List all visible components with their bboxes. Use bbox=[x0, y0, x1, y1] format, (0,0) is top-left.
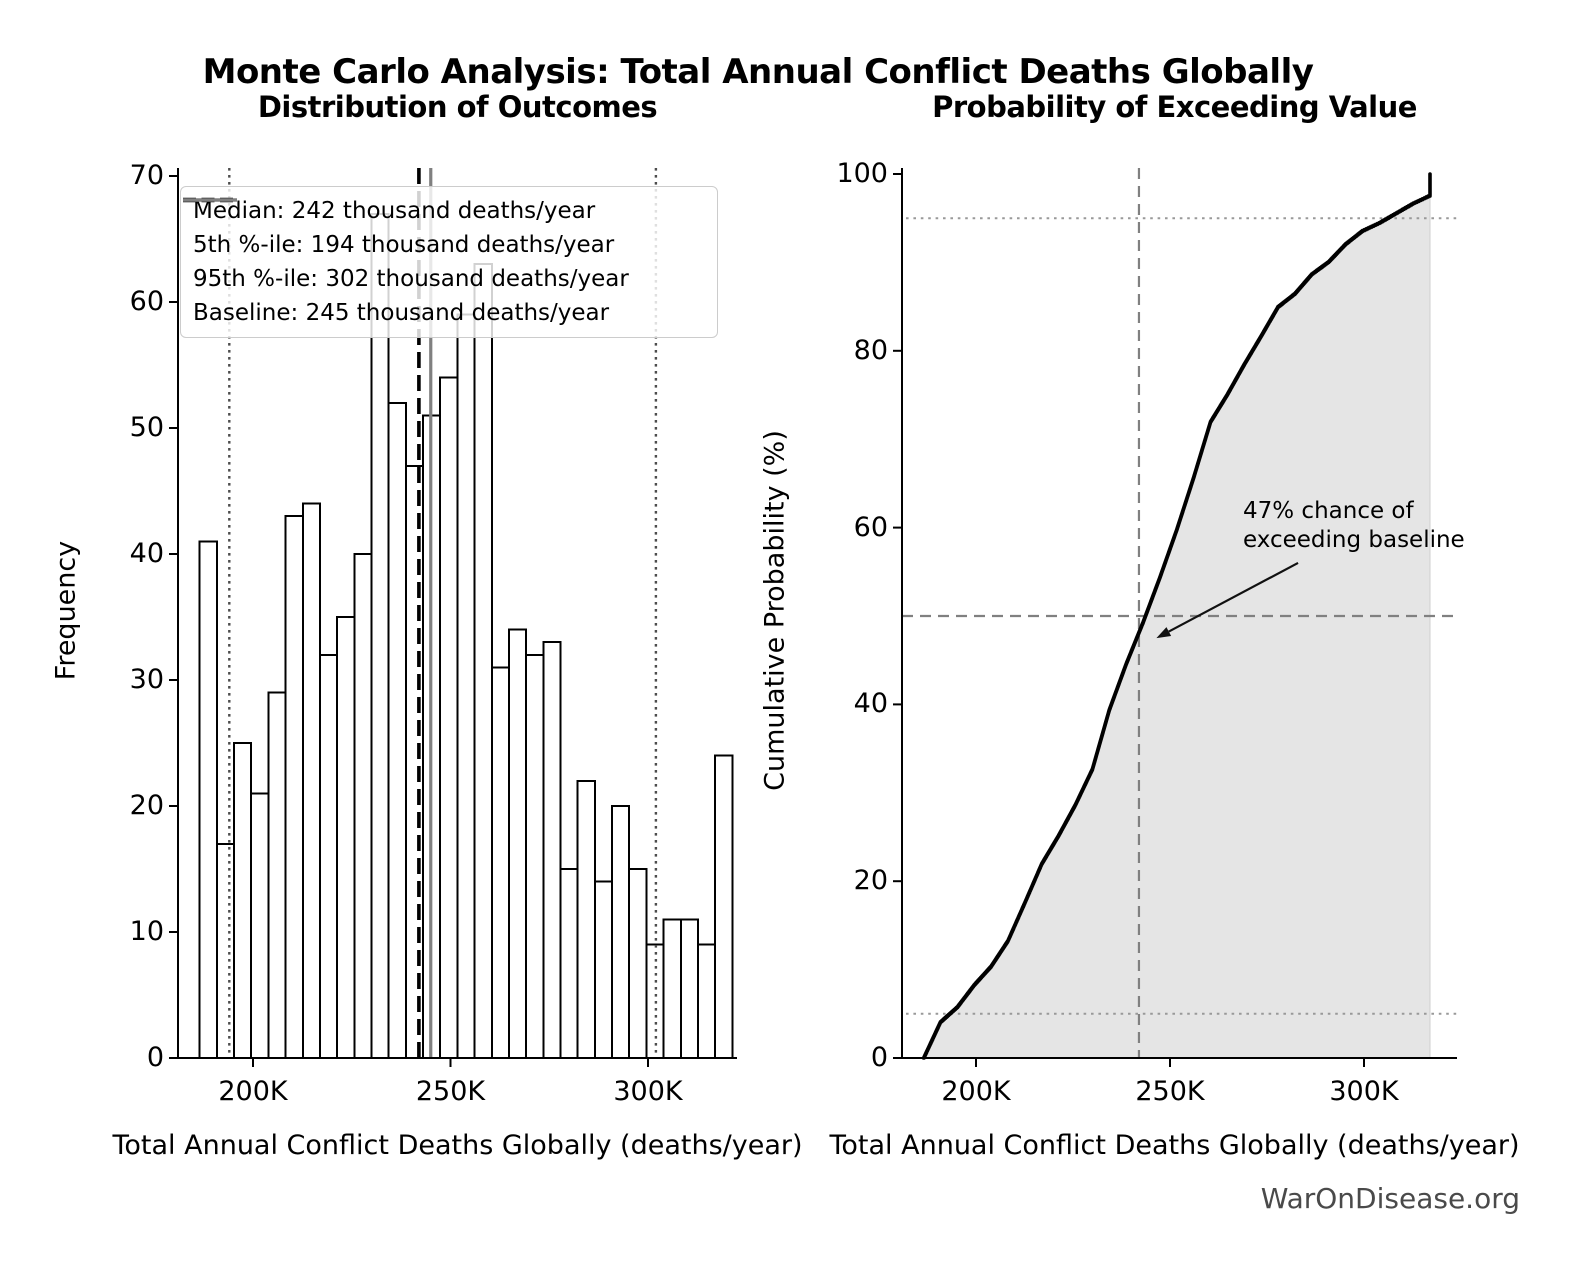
left-y-tick-label: 60 bbox=[129, 286, 164, 317]
left-y-tick-label: 30 bbox=[129, 664, 164, 695]
histogram-bar bbox=[353, 553, 373, 1059]
histogram-bar bbox=[250, 792, 270, 1060]
left-x-tick-label: 250K bbox=[415, 1076, 486, 1107]
histogram-bar bbox=[318, 653, 339, 1059]
right-x-tick-label: 300K bbox=[1329, 1076, 1399, 1107]
left-y-tick-label: 10 bbox=[129, 916, 164, 947]
left-x-tick-label: 300K bbox=[613, 1076, 683, 1107]
histogram-bar bbox=[662, 918, 682, 1060]
left-x-tick-label: 200K bbox=[218, 1076, 288, 1107]
right-y-tick-label: 60 bbox=[853, 511, 888, 543]
histogram-bar bbox=[267, 691, 287, 1059]
left-y-axis-label: Frequency bbox=[50, 540, 82, 681]
histogram-bar bbox=[198, 540, 218, 1059]
legend-label: 95th %-ile: 302 thousand deaths/year bbox=[193, 266, 629, 292]
legend-label: Median: 242 thousand deaths/year bbox=[193, 198, 596, 224]
annotation-arrow-shaft bbox=[1168, 561, 1299, 633]
right-y-tick-label: 80 bbox=[853, 334, 888, 366]
right-y-tick-label: 100 bbox=[836, 158, 888, 189]
histogram-bar bbox=[593, 880, 614, 1059]
histogram-bar bbox=[473, 263, 493, 1059]
histogram-bar bbox=[714, 754, 734, 1059]
left-y-tick-label: 50 bbox=[129, 412, 164, 443]
legend-entry: Baseline: 245 thousand deaths/year bbox=[183, 198, 705, 330]
legend: Median: 242 thousand deaths/year 5th %-i… bbox=[180, 186, 718, 338]
legend-line-sample bbox=[183, 198, 237, 202]
legend-label: 5th %-ile: 194 thousand deaths/year bbox=[193, 232, 615, 258]
histogram-bar bbox=[456, 313, 476, 1060]
right-x-axis-label: Total Annual Conflict Deaths Globally (d… bbox=[829, 1130, 1520, 1161]
histogram-bar bbox=[284, 515, 304, 1059]
left-x-axis-label: Total Annual Conflict Deaths Globally (d… bbox=[112, 1130, 803, 1161]
right-y-tick-label: 20 bbox=[853, 865, 888, 897]
histogram-bar bbox=[215, 842, 236, 1059]
right-y-axis-label: Cumulative Probability (%) bbox=[759, 430, 791, 791]
histogram-bar bbox=[370, 212, 390, 1060]
histogram-bar bbox=[696, 943, 717, 1059]
histogram-bar bbox=[559, 868, 579, 1059]
legend-entry: 95th %-ile: 302 thousand deaths/year bbox=[183, 198, 705, 296]
histogram-bar bbox=[404, 464, 425, 1059]
histogram-bar bbox=[387, 401, 407, 1059]
right-subplot-title: Probability of Exceeding Value bbox=[932, 90, 1417, 124]
left-y-tick-label: 40 bbox=[129, 538, 164, 569]
right-x-tick-label: 200K bbox=[941, 1076, 1011, 1107]
histogram-bar bbox=[542, 641, 562, 1059]
annotation-line-2: exceeding baseline bbox=[1243, 526, 1465, 553]
annotation-exceedance: 47% chance of exceeding baseline bbox=[1243, 497, 1465, 554]
cdf-curve bbox=[921, 172, 1432, 1060]
legend-entry: 5th %-ile: 194 thousand deaths/year bbox=[183, 198, 705, 262]
histogram-bar bbox=[336, 616, 356, 1059]
right-x-tick-label: 250K bbox=[1135, 1076, 1205, 1107]
histogram-bar bbox=[525, 653, 545, 1059]
left-y-tick-label: 0 bbox=[146, 1042, 164, 1073]
histogram-bar bbox=[439, 376, 459, 1060]
watermark: WarOnDisease.org bbox=[1260, 1182, 1520, 1215]
histogram-bar bbox=[507, 628, 528, 1059]
annotation-line-1: 47% chance of bbox=[1243, 498, 1414, 524]
histogram-bar bbox=[490, 666, 510, 1060]
figure-title: Monte Carlo Analysis: Total Annual Confl… bbox=[202, 52, 1314, 92]
left-subplot-title: Distribution of Outcomes bbox=[257, 90, 658, 124]
left-y-tick-label: 70 bbox=[129, 160, 164, 191]
histogram-bar bbox=[628, 868, 648, 1059]
legend-entry: Median: 242 thousand deaths/year bbox=[183, 194, 705, 228]
histogram-bar bbox=[233, 742, 253, 1059]
histogram-bar bbox=[301, 502, 321, 1060]
legend-label: Baseline: 245 thousand deaths/year bbox=[193, 300, 610, 326]
left-y-tick-label: 20 bbox=[129, 790, 164, 821]
annotation-arrow-head bbox=[1156, 627, 1172, 639]
histogram-bar bbox=[611, 805, 631, 1059]
histogram-bar bbox=[576, 779, 596, 1059]
right-y-tick-label: 0 bbox=[870, 1042, 888, 1073]
histogram-bar bbox=[679, 918, 699, 1060]
right-y-tick-label: 40 bbox=[853, 688, 888, 720]
